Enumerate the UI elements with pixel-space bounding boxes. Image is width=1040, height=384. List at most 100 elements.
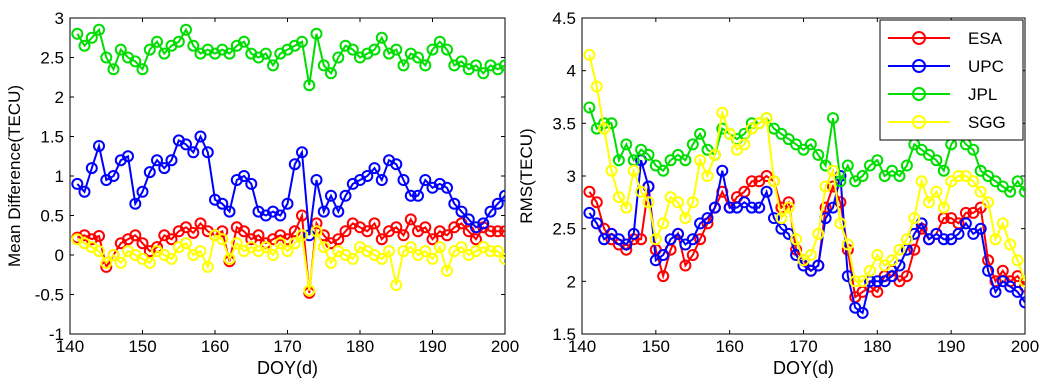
data-point-sgg: [491, 245, 504, 258]
y-tick-label: 0: [55, 246, 64, 265]
data-point-jpl: [180, 23, 192, 36]
data-point-esa: [686, 249, 699, 261]
data-point-upc: [716, 164, 729, 177]
data-point-upc: [375, 174, 388, 186]
data-point-upc: [583, 206, 596, 219]
data-point-upc: [982, 264, 995, 277]
data-point-esa: [238, 225, 250, 238]
data-point-upc: [71, 177, 84, 190]
data-point-sgg: [635, 185, 648, 198]
data-point-upc: [296, 146, 308, 159]
data-point-upc: [93, 140, 105, 152]
y-axis-label: RMS(TECU): [517, 128, 536, 223]
data-point-upc: [627, 227, 640, 240]
data-point-sgg: [590, 80, 603, 93]
data-point-upc: [768, 212, 780, 225]
data-point-upc: [937, 233, 950, 246]
y-tick-label: -0.5: [35, 286, 64, 305]
data-point-esa: [339, 225, 352, 238]
y-tick-label: 1: [55, 167, 64, 186]
x-tick-label: 150: [128, 337, 156, 356]
x-tick-label: 190: [937, 337, 965, 356]
data-point-sgg: [967, 175, 980, 188]
data-point-jpl: [223, 47, 236, 60]
data-point-upc: [491, 197, 504, 210]
data-point-upc: [620, 238, 633, 251]
x-tick-label: 170: [789, 337, 817, 356]
data-point-sgg: [303, 284, 316, 297]
data-point-sgg: [383, 245, 395, 258]
x-tick-label: 170: [273, 337, 301, 356]
x-tick-label: 190: [418, 337, 446, 356]
data-point-upc: [180, 138, 192, 151]
data-point-sgg: [694, 154, 707, 167]
data-point-sgg: [281, 245, 294, 258]
data-point-upc: [187, 146, 200, 159]
data-point-jpl: [804, 138, 817, 151]
data-point-sgg: [819, 180, 832, 193]
data-point-sgg: [900, 233, 913, 246]
data-point-upc: [158, 162, 171, 175]
data-point-upc: [856, 306, 869, 319]
data-point-sgg: [230, 237, 243, 250]
x-axis-label: DOY(d): [257, 358, 318, 378]
data-point-esa: [180, 221, 192, 234]
data-point-sgg: [893, 243, 906, 256]
data-point-sgg: [107, 249, 120, 261]
data-point-jpl: [1004, 185, 1017, 198]
data-point-esa: [900, 270, 913, 283]
data-point-upc: [952, 227, 965, 240]
x-tick-label: 140: [568, 337, 596, 356]
x-tick-label: 180: [346, 337, 374, 356]
data-point-sgg: [989, 233, 1002, 246]
data-point-upc: [871, 275, 884, 288]
legend-box: [879, 19, 1024, 141]
data-point-sgg: [952, 170, 965, 182]
x-tick-label: 160: [715, 337, 743, 356]
data-point-upc: [339, 189, 352, 202]
data-point-jpl: [426, 43, 439, 56]
data-point-upc: [723, 201, 736, 214]
data-point-esa: [368, 217, 381, 230]
y-tick-label: 4.5: [552, 9, 576, 28]
data-point-sgg: [288, 237, 301, 250]
data-point-jpl: [158, 47, 171, 60]
data-point-upc: [325, 189, 337, 202]
data-point-jpl: [694, 127, 707, 140]
data-point-upc: [760, 185, 773, 198]
data-point-upc: [1019, 296, 1025, 309]
data-point-upc: [281, 197, 294, 210]
data-point-jpl: [317, 59, 330, 72]
data-point-esa: [187, 226, 200, 239]
data-point-jpl: [78, 39, 91, 52]
data-point-upc: [274, 209, 287, 222]
legend-label-jpl: JPL: [968, 85, 997, 104]
y-tick-label: 2: [567, 272, 576, 291]
data-point-sgg: [701, 170, 714, 182]
legend-label-upc: UPC: [968, 57, 1004, 76]
data-point-upc: [288, 158, 301, 171]
data-point-esa: [499, 225, 505, 238]
data-point-jpl: [368, 43, 381, 56]
data-point-jpl: [303, 79, 316, 92]
data-point-esa: [252, 229, 265, 242]
data-point-jpl: [397, 59, 410, 72]
data-point-jpl: [642, 148, 655, 161]
data-point-sgg: [165, 252, 178, 265]
data-point-sgg: [723, 127, 736, 140]
data-point-jpl: [151, 35, 163, 48]
data-point-sgg: [426, 252, 439, 265]
data-point-jpl: [412, 51, 424, 64]
data-point-upc: [129, 197, 142, 210]
data-point-sgg: [974, 185, 987, 198]
data-point-sgg: [274, 237, 287, 250]
data-point-esa: [657, 270, 670, 283]
data-point-esa: [470, 233, 482, 246]
data-point-esa: [404, 213, 417, 226]
data-point-jpl: [332, 51, 345, 64]
data-point-jpl: [433, 35, 446, 48]
data-point-upc: [223, 205, 236, 218]
data-point-esa: [375, 233, 388, 246]
data-point-sgg: [937, 201, 950, 214]
data-point-upc: [238, 170, 250, 182]
